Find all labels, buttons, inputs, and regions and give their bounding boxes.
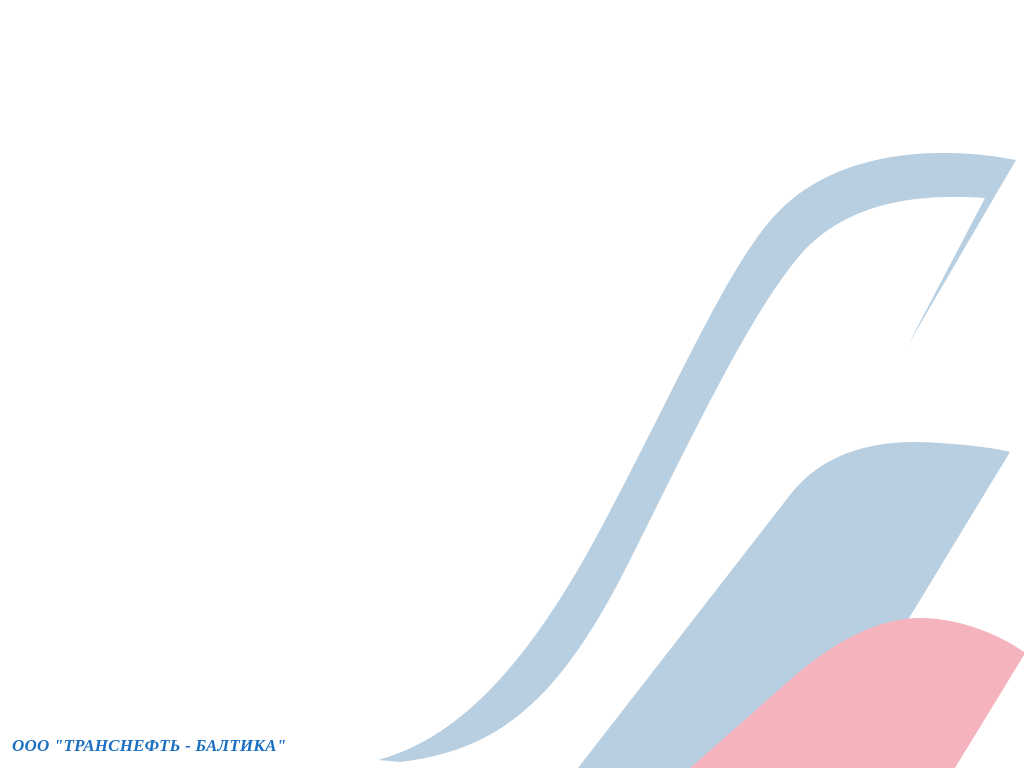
middle-blue-stripe — [578, 441, 1010, 768]
pink-stripe — [690, 618, 1024, 768]
company-name-label: ООО "ТРАНСНЕФТЬ - БАЛТИКА" — [12, 736, 287, 755]
